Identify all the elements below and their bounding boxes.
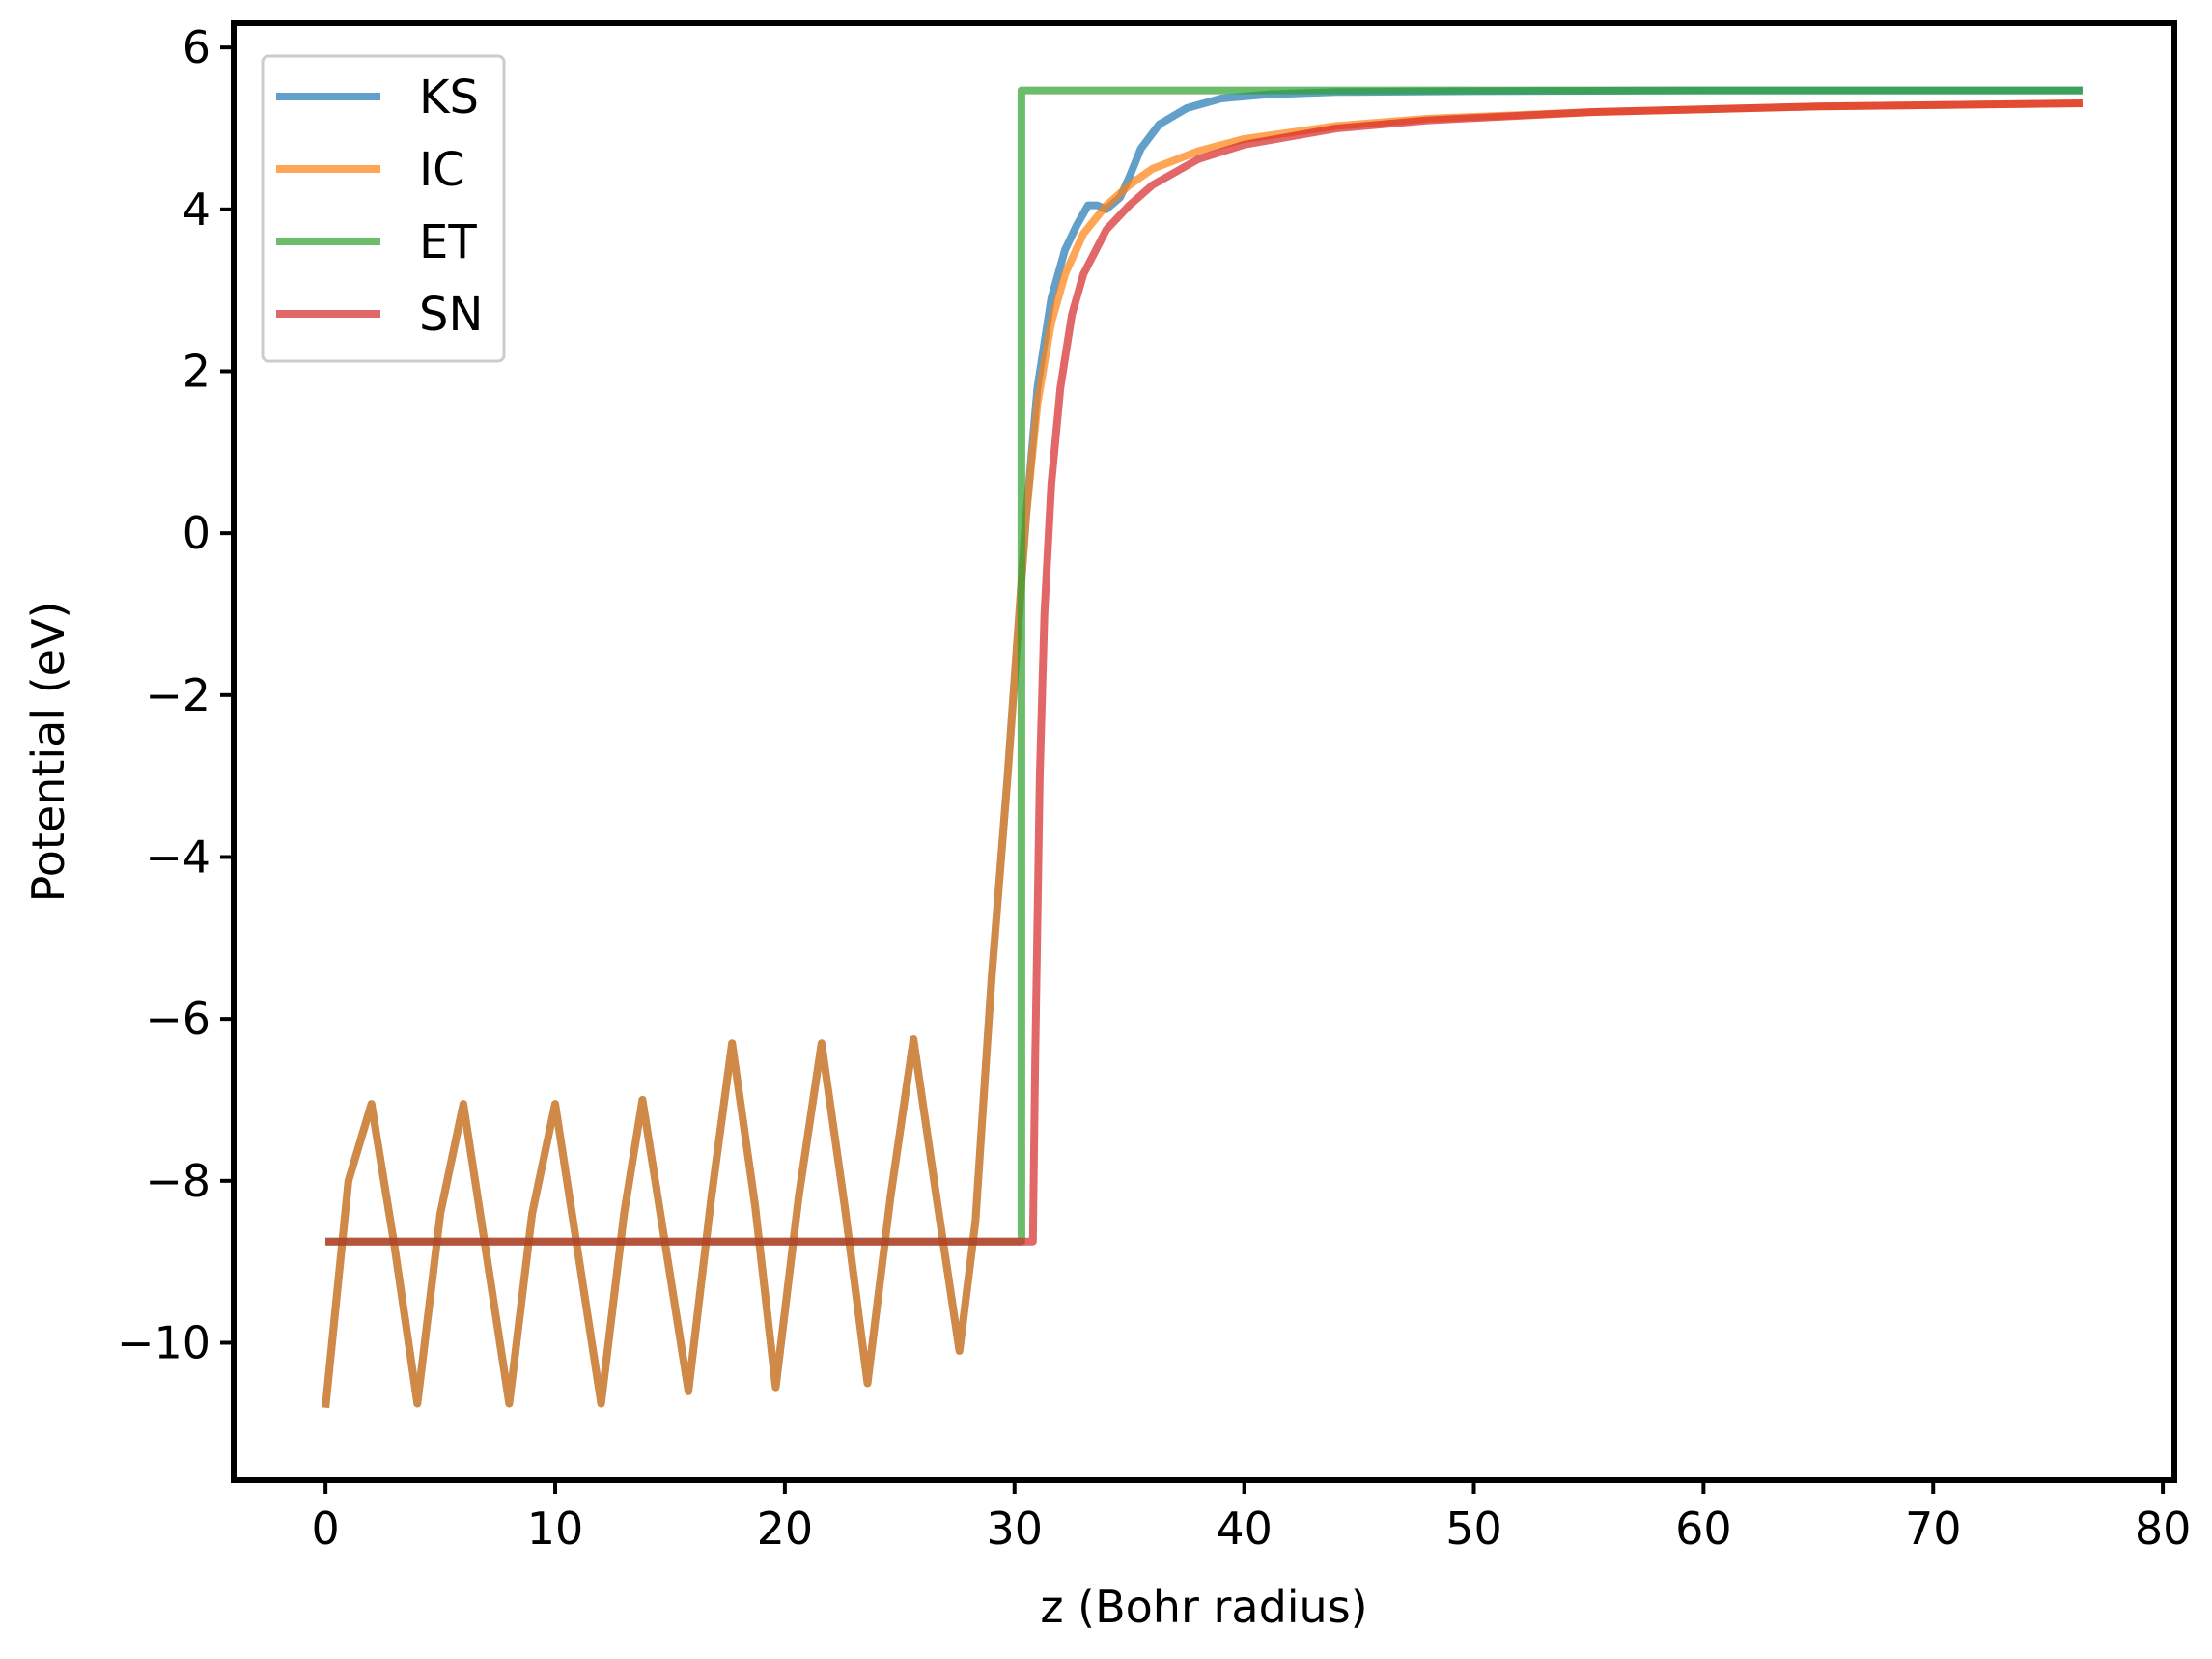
y-tick-label: 0 [182, 507, 210, 559]
y-tick-label: −6 [145, 993, 210, 1045]
legend-label-sn: SN [419, 288, 483, 342]
y-tick-label: 6 [182, 21, 210, 73]
legend-label-ks: KS [419, 70, 479, 125]
x-tick-label: 60 [1675, 1503, 1732, 1555]
legend-label-ic: IC [419, 143, 465, 197]
legend-box [261, 54, 506, 363]
x-tick-label: 20 [757, 1503, 814, 1555]
y-tick-label: 2 [182, 345, 210, 397]
series-line-ks [322, 86, 2083, 1409]
x-tick-label: 80 [2135, 1503, 2192, 1555]
y-tick-label: 4 [182, 183, 210, 236]
x-tick-label: 10 [527, 1503, 584, 1555]
series-line-et [325, 86, 2083, 1246]
y-axis-label: Potential (eV) [22, 602, 74, 903]
x-tick-label: 30 [986, 1503, 1043, 1555]
x-tick-label: 40 [1216, 1503, 1273, 1555]
y-tick-label: −10 [117, 1316, 210, 1368]
series-line-sn [325, 99, 2083, 1246]
x-tick-label: 70 [1905, 1503, 1962, 1555]
series-lines [322, 86, 2083, 1409]
y-tick-label: −2 [145, 669, 210, 721]
series-line-ic [322, 99, 2083, 1409]
y-tick-label: −4 [145, 830, 210, 883]
x-tick-label: 0 [312, 1503, 340, 1555]
legend-label-et: ET [419, 215, 477, 269]
x-tick-label: 50 [1445, 1503, 1502, 1555]
x-axis-label: z (Bohr radius) [1040, 1581, 1367, 1633]
legend: KS IC ET SN [261, 54, 506, 363]
y-axis: −10 −8 −6 −4 −2 0 2 4 6 [117, 21, 234, 1368]
y-tick-label: −8 [145, 1155, 210, 1207]
plot-frame [231, 20, 2177, 1483]
x-axis: 0 10 20 30 40 50 60 70 80 [312, 1480, 2192, 1555]
